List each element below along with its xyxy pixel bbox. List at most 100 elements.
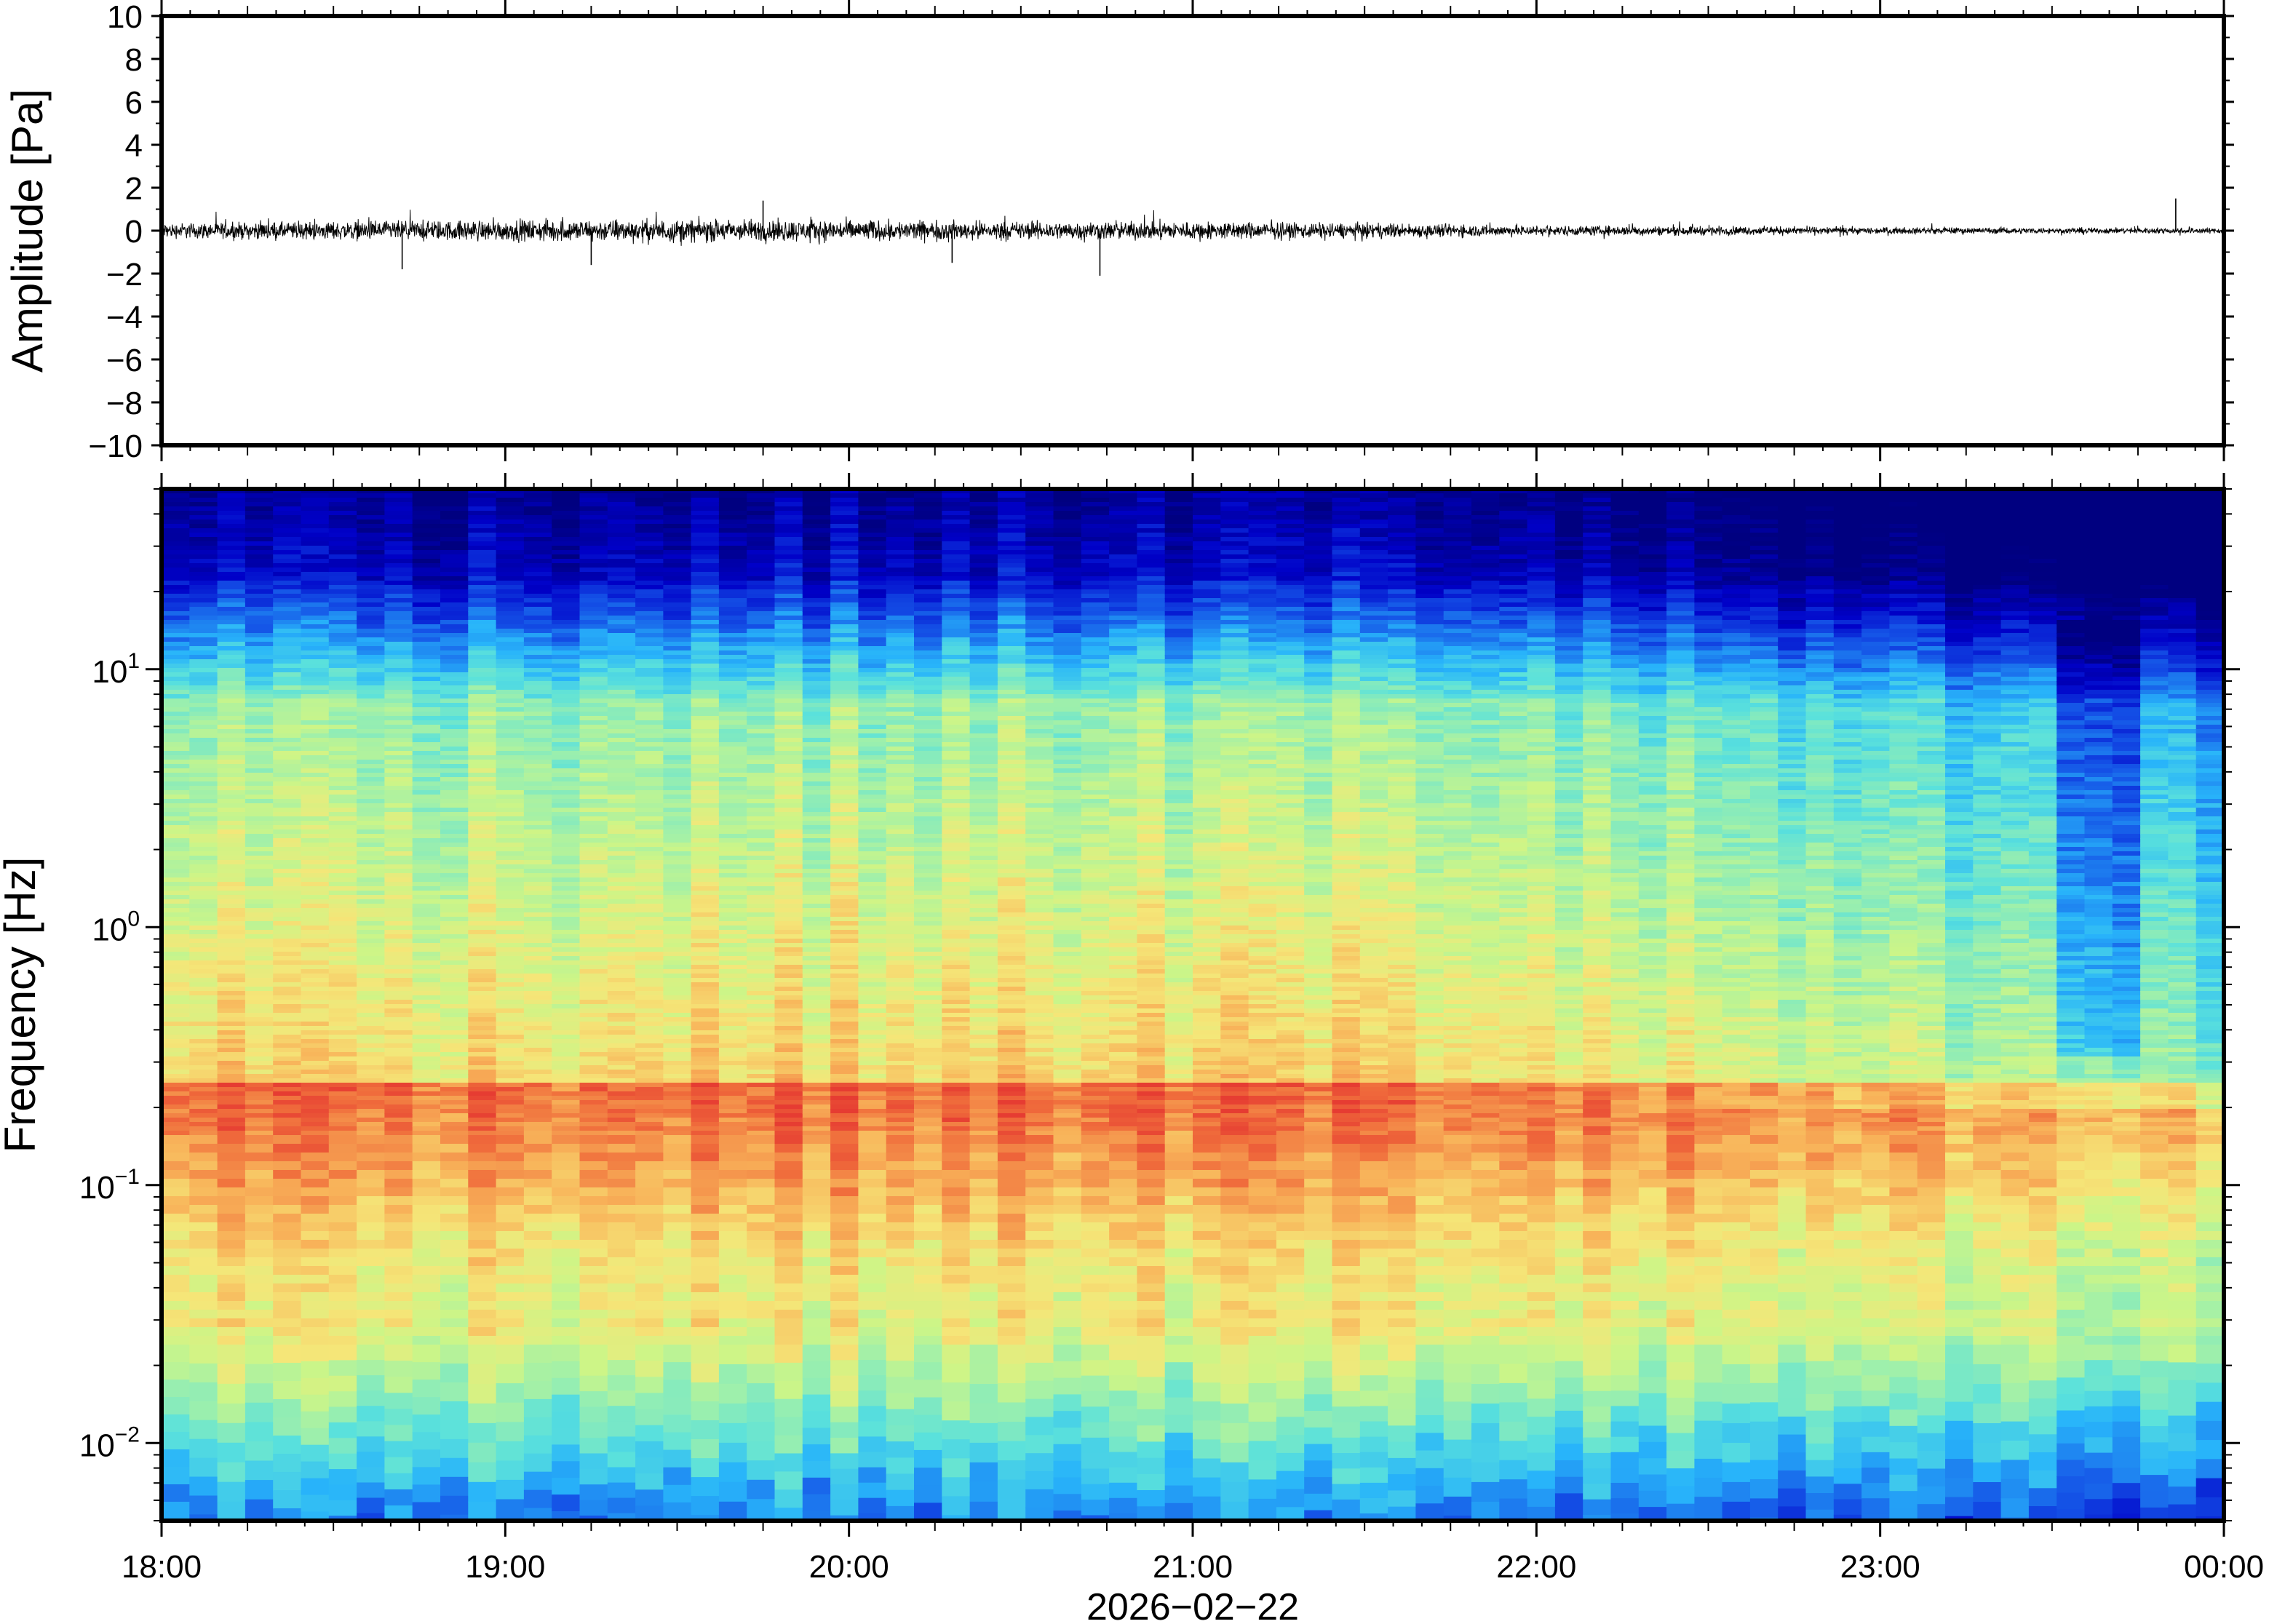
spectrogram-cell [412, 572, 441, 577]
spectrogram-cell [440, 917, 469, 922]
spectrogram-cell [718, 781, 748, 787]
spectrogram-cell [384, 1144, 413, 1153]
spectrogram-cell [357, 1292, 386, 1302]
spectrogram-cell [273, 524, 302, 529]
spectrogram-cell [357, 624, 386, 629]
spectrogram-cell [357, 1283, 386, 1293]
spectrogram-cell [217, 1052, 246, 1057]
spectrogram-cell [774, 1336, 803, 1345]
spectrogram-cell [273, 934, 302, 939]
spectrogram-cell [830, 581, 859, 586]
spectrogram-cell [384, 707, 413, 712]
spectrogram-cell [858, 1161, 887, 1171]
spectrogram-cell [552, 864, 581, 869]
spectrogram-cell [189, 1109, 218, 1114]
spectrogram-cell [412, 515, 441, 520]
spectrogram-cell [273, 851, 302, 856]
spectrogram-cell [914, 607, 943, 612]
spectrogram-cell [357, 991, 386, 996]
spectrogram-cell [830, 803, 859, 808]
spectrogram-cell [663, 921, 692, 926]
spectrogram-cell [245, 1499, 274, 1520]
spectrogram-cell [635, 1377, 664, 1394]
spectrogram-cell [718, 1205, 748, 1214]
spectrogram-cell [886, 995, 915, 1000]
spectrogram-cell [357, 1310, 386, 1319]
spectrogram-cell [552, 546, 581, 551]
spectrogram-cell [552, 629, 581, 634]
spectrogram-cell [886, 1013, 915, 1018]
spectrogram-cell [691, 747, 720, 752]
spectrogram-cell [496, 882, 525, 887]
spectrogram-cell [858, 943, 887, 948]
spectrogram-cell [914, 685, 943, 690]
spectrogram-cell [328, 755, 358, 760]
spectrogram-cell [162, 1249, 191, 1258]
spectrogram-cell [579, 847, 608, 852]
spectrogram-cell [301, 1170, 330, 1179]
spectrogram-cell [914, 541, 943, 546]
spectrogram-cell [886, 926, 915, 931]
spectrogram-cell [412, 1484, 441, 1503]
spectrogram-cell [802, 572, 832, 577]
spectrogram-cell [328, 939, 358, 944]
spectrogram-cell [189, 589, 218, 594]
spectrogram-cell [384, 524, 413, 529]
spectrogram-cell [412, 498, 441, 503]
spectrogram-cell [886, 751, 915, 756]
spectrogram-cell [440, 1052, 469, 1057]
spectrogram-cell [357, 764, 386, 769]
spectrogram-cell [328, 956, 358, 961]
spectrogram-cell [440, 1087, 469, 1092]
spectrogram-cell [301, 930, 330, 935]
spectrogram-cell [162, 965, 191, 970]
spectrogram-cell [579, 1196, 608, 1206]
spectrogram-cell [496, 498, 525, 503]
spectrogram-cell [384, 808, 413, 813]
spectrogram-cell [802, 1074, 832, 1079]
spectrogram-cell [301, 594, 330, 599]
spectrogram-cell [245, 812, 274, 817]
spectrogram-cell [552, 825, 581, 830]
spectrogram-cell [552, 939, 581, 944]
spectrogram-cell [579, 1144, 608, 1153]
spectrogram-cell [412, 664, 441, 669]
spectrogram-cell [552, 616, 581, 621]
spectrogram-cell [607, 829, 637, 835]
spectrogram-cell [607, 960, 637, 966]
spectrogram-cell [245, 1091, 274, 1096]
spectrogram-cell [635, 803, 664, 808]
spectrogram-cell [273, 1026, 302, 1031]
spectrogram-cell [245, 602, 274, 608]
spectrogram-cell [384, 1187, 413, 1197]
spectrogram-cell [552, 1035, 581, 1040]
spectrogram-cell [273, 594, 302, 599]
spectrogram-cell [496, 720, 525, 725]
spectrogram-cell [301, 1017, 330, 1022]
spectrogram-cell [607, 956, 637, 961]
spectrogram-cell [552, 1126, 581, 1131]
spectrogram-cell [273, 1179, 302, 1188]
spectrogram-cell [523, 781, 553, 787]
spectrogram-cell [162, 541, 191, 546]
spectrogram-cell [691, 1126, 720, 1131]
spectrogram-cell [523, 681, 553, 686]
spectrogram-cell [858, 808, 887, 813]
spectrogram-cell [635, 895, 664, 900]
spectrogram-cell [162, 616, 191, 621]
spectrogram-cell [774, 795, 803, 800]
spectrogram-cell [523, 1052, 553, 1057]
spectrogram-cell [830, 1043, 859, 1048]
spectrogram-cell [774, 1471, 803, 1491]
spectrogram-cell [357, 1043, 386, 1048]
spectrogram-cell [802, 589, 832, 594]
spectrogram-cell [579, 834, 608, 839]
spectrogram-cell [635, 768, 664, 773]
spectrogram-cell [273, 1153, 302, 1162]
spectrogram-cell [858, 821, 887, 826]
spectrogram-cell [412, 1131, 441, 1136]
spectrogram-cell [245, 528, 274, 533]
spectrogram-cell [189, 843, 218, 848]
spectrogram-cell [440, 1004, 469, 1009]
spectrogram-cell [301, 1461, 330, 1479]
